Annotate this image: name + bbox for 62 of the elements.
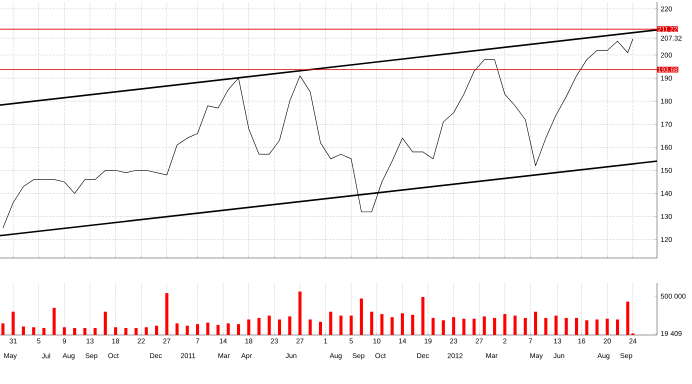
bar [22, 326, 25, 335]
bar [32, 327, 36, 335]
bar [574, 318, 578, 335]
bar [298, 292, 302, 335]
bar [42, 328, 46, 335]
bar [114, 327, 118, 335]
bar [595, 319, 599, 335]
bar [442, 320, 445, 335]
bar [400, 313, 404, 335]
bar [278, 319, 282, 335]
bar [514, 316, 517, 335]
bar [626, 302, 630, 335]
bar [144, 327, 148, 335]
bar [12, 312, 15, 335]
bar [524, 318, 527, 335]
bar [544, 318, 548, 335]
bar [493, 318, 496, 335]
bar [216, 324, 220, 335]
bar [472, 318, 476, 335]
bar [534, 312, 538, 335]
bar [432, 318, 435, 335]
bar [308, 319, 312, 335]
bar [390, 317, 394, 335]
bar [339, 316, 342, 335]
bar [288, 316, 292, 335]
bar [134, 328, 138, 335]
bar [236, 324, 240, 335]
bar [52, 308, 56, 335]
bar [606, 318, 609, 335]
bar [257, 318, 261, 335]
bar [186, 326, 189, 335]
bar [94, 328, 97, 335]
bar [124, 328, 128, 335]
bar [165, 293, 168, 335]
bar [196, 324, 200, 335]
bar [350, 316, 353, 335]
bar [452, 317, 456, 335]
bar [83, 328, 86, 335]
bar [247, 319, 250, 335]
bar [411, 314, 414, 335]
bar [380, 314, 384, 335]
bar [360, 298, 363, 335]
bar [104, 312, 107, 335]
bar [370, 312, 374, 335]
bar [329, 312, 332, 335]
bar [268, 316, 271, 335]
bar [421, 296, 424, 335]
bar [554, 316, 558, 335]
bar [585, 320, 588, 335]
bar [155, 326, 158, 335]
bar [62, 327, 66, 335]
bar [503, 314, 506, 335]
bar [73, 328, 76, 335]
bar [1, 323, 4, 335]
bar [318, 322, 322, 335]
bar [206, 322, 210, 335]
bar [462, 318, 466, 335]
bar [226, 323, 230, 335]
bar [176, 323, 179, 335]
bar [482, 316, 486, 335]
bar [616, 319, 620, 335]
bar [564, 318, 568, 335]
